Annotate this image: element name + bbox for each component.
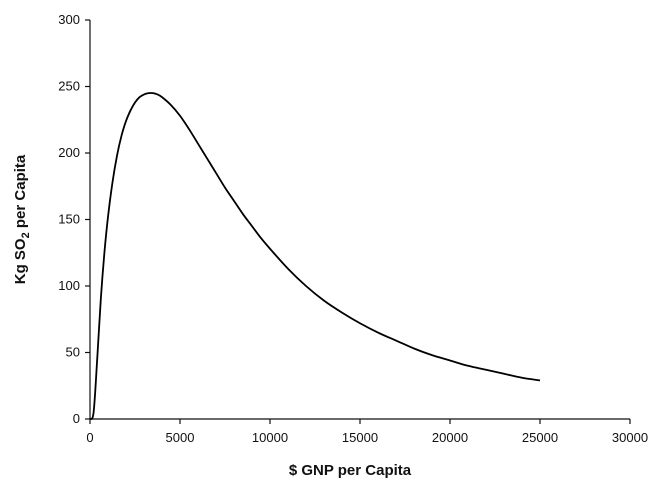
x-tick-label: 25000 (522, 430, 558, 445)
y-tick-label: 0 (73, 411, 80, 426)
x-tick-label: 5000 (166, 430, 195, 445)
y-axis-title-prefix: Kg SO (12, 238, 29, 284)
y-tick-label: 150 (58, 212, 80, 227)
y-tick-label: 300 (58, 12, 80, 27)
axes (89, 20, 630, 420)
x-tick-label: 0 (86, 430, 93, 445)
x-tick-label: 30000 (612, 430, 648, 445)
y-tick-label: 200 (58, 145, 80, 160)
x-axis-title: $ GNP per Capita (289, 462, 412, 479)
so2-emissions-curve (89, 92, 541, 420)
x-tick-label: 15000 (342, 430, 378, 445)
x-tick-label: 10000 (252, 430, 288, 445)
y-tick-label: 50 (66, 345, 80, 360)
y-axis-title-suffix: per Capita (12, 154, 29, 232)
y-tick-label: 100 (58, 278, 80, 293)
y-axis-ticks: 0 50 100 150 200 250 300 (58, 12, 90, 426)
x-tick-label: 20000 (432, 430, 468, 445)
y-axis-title-subscript: 2 (20, 232, 32, 238)
y-tick-label: 250 (58, 79, 80, 94)
x-axis-ticks: 0 5000 10000 15000 20000 25000 30000 (86, 419, 648, 445)
y-axis-title: Kg SO2 per Capita (12, 154, 32, 284)
